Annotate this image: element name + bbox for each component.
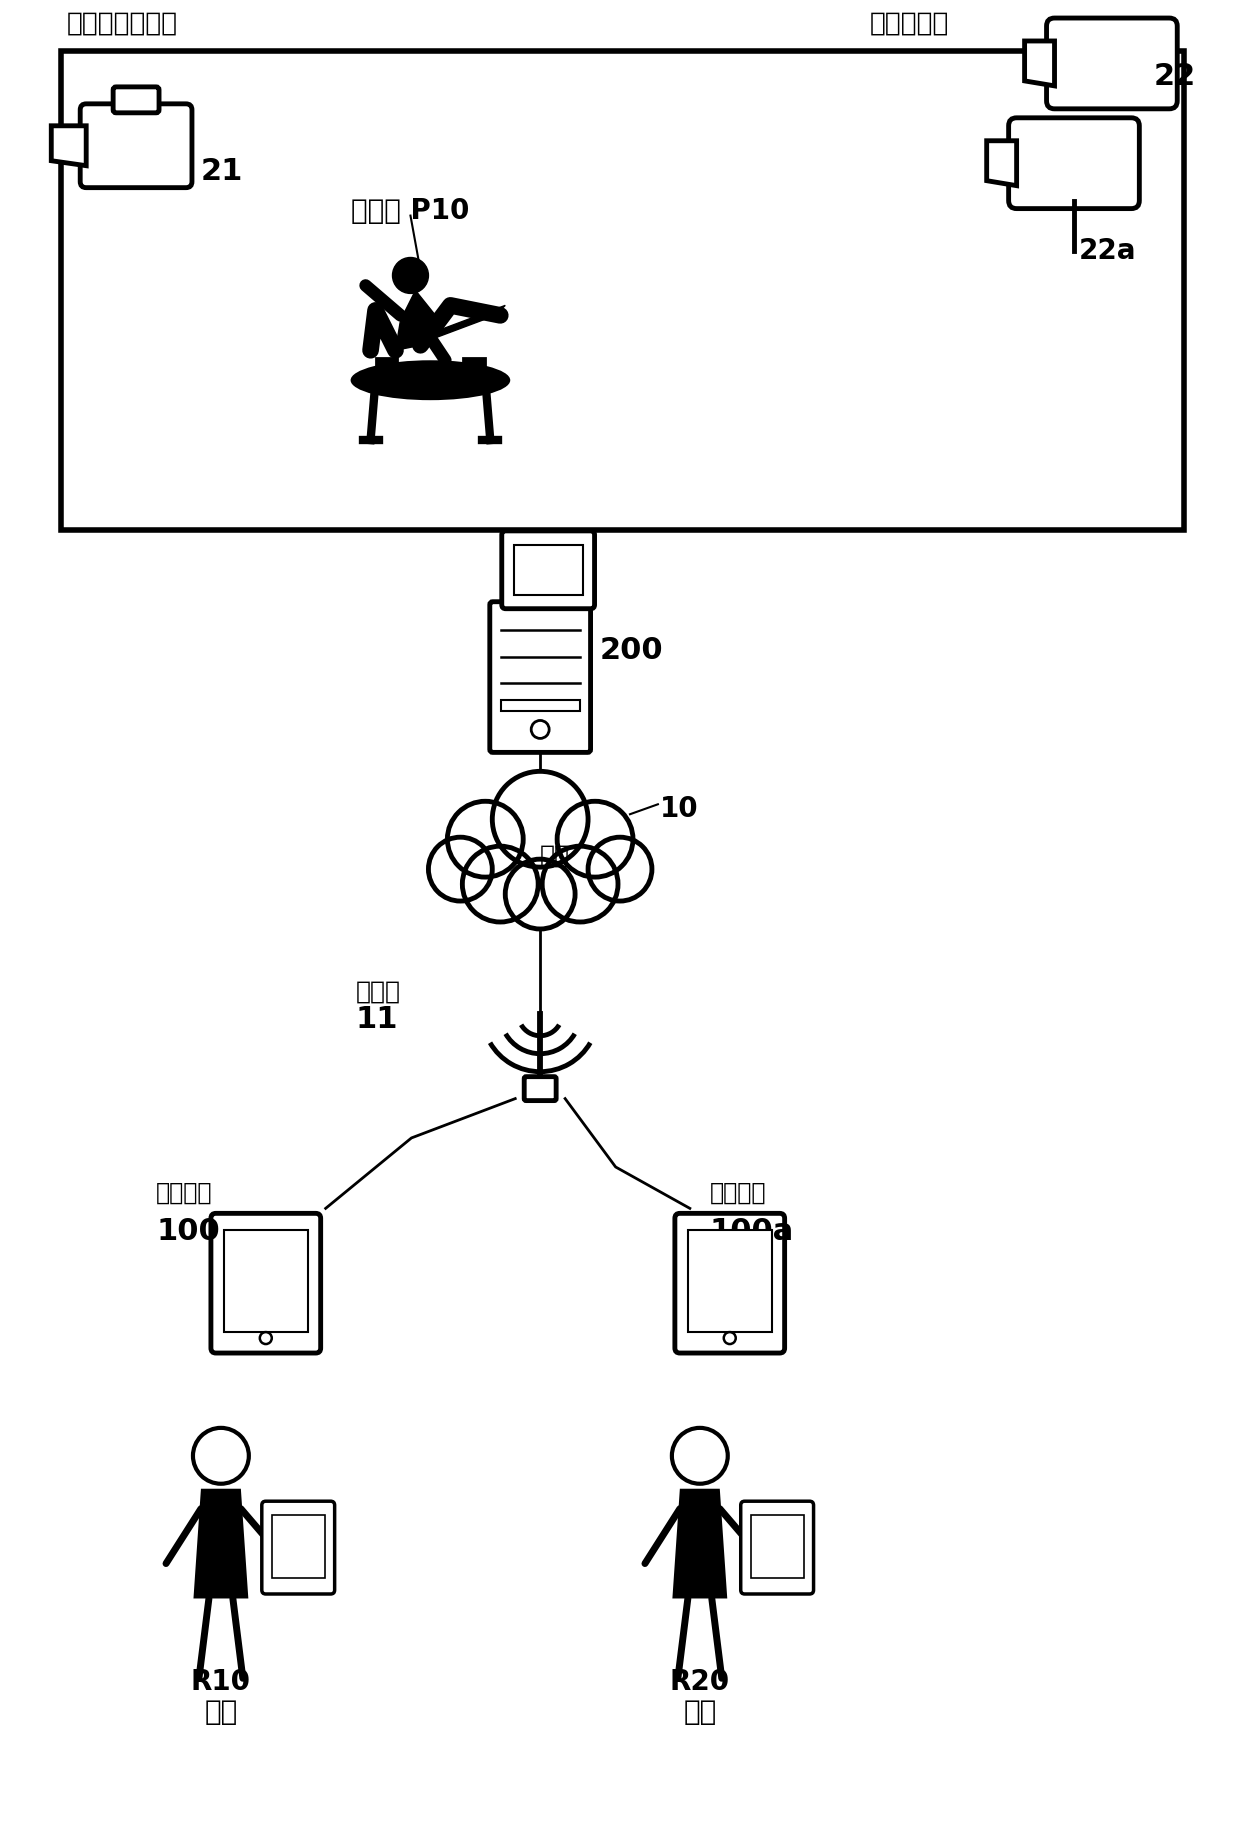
Polygon shape xyxy=(1024,43,1054,87)
Bar xyxy=(224,1231,308,1332)
Text: 网络: 网络 xyxy=(541,843,570,867)
Text: 100: 100 xyxy=(156,1216,219,1246)
Text: 21: 21 xyxy=(201,157,243,185)
Polygon shape xyxy=(987,142,1017,187)
Circle shape xyxy=(542,846,618,922)
Circle shape xyxy=(492,772,588,869)
Text: 裁判: 裁判 xyxy=(683,1696,717,1726)
Bar xyxy=(376,359,398,373)
Text: 参赛者 P10: 参赛者 P10 xyxy=(351,196,469,224)
FancyBboxPatch shape xyxy=(740,1501,813,1595)
Circle shape xyxy=(429,837,492,902)
Bar xyxy=(61,52,1184,530)
Polygon shape xyxy=(396,292,435,351)
Text: 11: 11 xyxy=(356,1003,398,1033)
Text: 视频拍摄照相机: 视频拍摄照相机 xyxy=(66,11,177,37)
Text: R10: R10 xyxy=(191,1667,250,1695)
Bar xyxy=(513,545,583,595)
Circle shape xyxy=(448,802,523,878)
Bar xyxy=(750,1515,804,1578)
FancyBboxPatch shape xyxy=(675,1214,785,1353)
Polygon shape xyxy=(51,128,87,166)
Text: 裁判: 裁判 xyxy=(205,1696,238,1726)
FancyBboxPatch shape xyxy=(525,1077,557,1101)
Polygon shape xyxy=(193,1489,248,1599)
Circle shape xyxy=(463,846,538,922)
Text: 服务器: 服务器 xyxy=(516,564,564,590)
FancyBboxPatch shape xyxy=(81,105,192,188)
Ellipse shape xyxy=(351,360,510,401)
Text: 22a: 22a xyxy=(1079,237,1137,264)
FancyBboxPatch shape xyxy=(262,1501,335,1595)
Bar xyxy=(272,1515,325,1578)
FancyBboxPatch shape xyxy=(211,1214,321,1353)
FancyBboxPatch shape xyxy=(1008,118,1140,209)
Text: 22: 22 xyxy=(1153,61,1197,91)
Bar xyxy=(501,700,579,711)
Polygon shape xyxy=(672,1489,727,1599)
Circle shape xyxy=(505,859,575,930)
Text: R20: R20 xyxy=(670,1667,730,1695)
FancyBboxPatch shape xyxy=(502,532,594,610)
Text: 接入点: 接入点 xyxy=(356,979,401,1003)
Text: 终端装置: 终端装置 xyxy=(709,1179,766,1203)
Circle shape xyxy=(588,837,652,902)
FancyBboxPatch shape xyxy=(490,602,590,752)
Bar xyxy=(688,1231,771,1332)
Text: 激光传感器: 激光传感器 xyxy=(869,11,949,37)
Text: 200: 200 xyxy=(600,636,663,663)
Circle shape xyxy=(557,802,632,878)
Polygon shape xyxy=(415,307,505,346)
FancyBboxPatch shape xyxy=(1047,18,1177,109)
Text: 100a: 100a xyxy=(709,1216,794,1246)
Text: 10: 10 xyxy=(660,795,698,822)
FancyBboxPatch shape xyxy=(113,89,159,115)
Circle shape xyxy=(393,259,429,294)
Bar xyxy=(464,359,485,373)
Text: 终端装置: 终端装置 xyxy=(156,1179,212,1203)
